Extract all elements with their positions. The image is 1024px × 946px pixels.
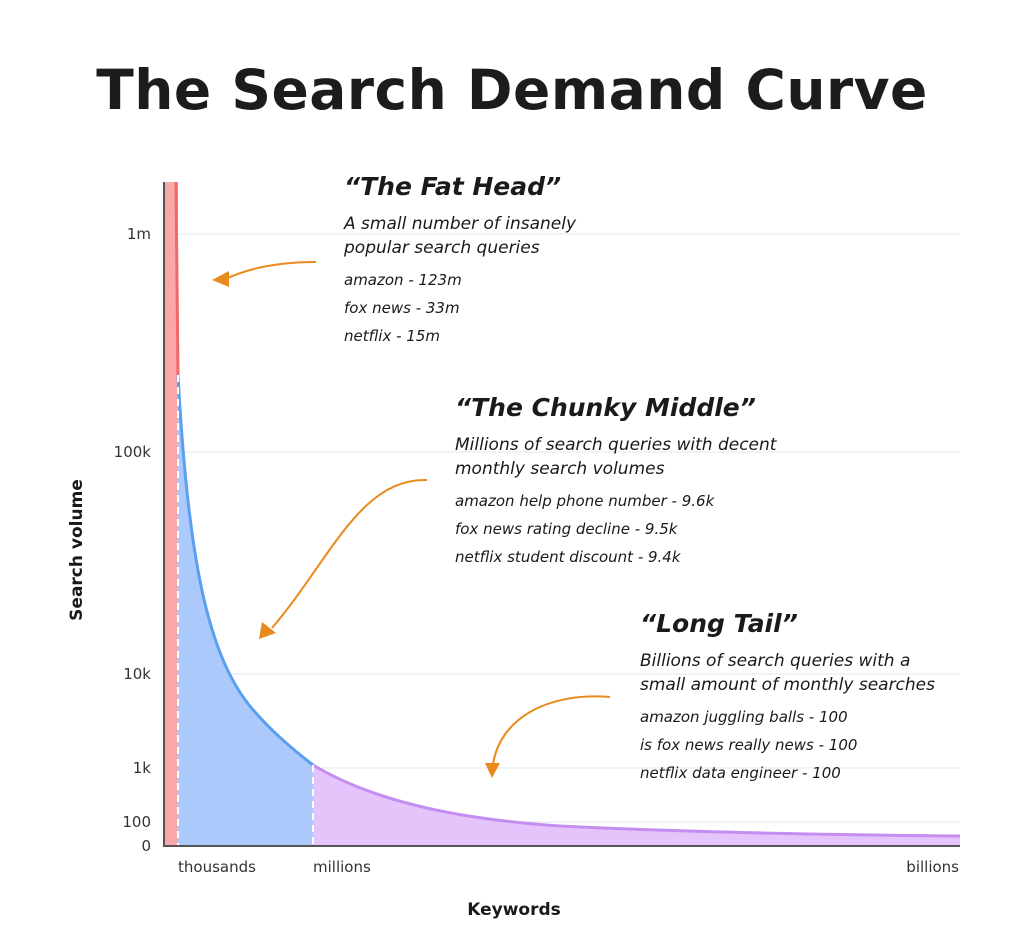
fat-head-area: [164, 182, 178, 846]
y-tick-label: 10k: [123, 665, 151, 683]
chunky-middle-line: [176, 374, 314, 767]
annotation-example: is fox news really news - 100: [640, 736, 858, 754]
arrow-head-fat-head: [212, 271, 229, 287]
x-tick-label: millions: [313, 858, 371, 876]
annotation-heading: “The Fat Head”: [344, 172, 562, 201]
arrow-long-tail: [492, 695, 611, 765]
y-tick-label: 100: [122, 813, 151, 831]
y-tick-label: 1m: [127, 225, 151, 243]
annotation-description: A small number of insanely popular searc…: [344, 214, 577, 258]
annotation-chunky-middle: “The Chunky Middle” Millions of search q…: [455, 393, 776, 571]
y-tick-label: 0: [141, 837, 151, 855]
arrow-heads: [212, 271, 500, 778]
x-tick-label: thousands: [178, 858, 256, 876]
annotation-description: Millions of search queries with decent m…: [455, 435, 777, 479]
annotation-example: fox news - 33m: [344, 299, 460, 317]
y-axis-title: Search volume: [67, 479, 87, 621]
long-tail-line: [312, 763, 961, 838]
y-tick-label: 1k: [133, 759, 152, 777]
arrow-chunky-middle: [271, 478, 428, 629]
annotation-example: amazon juggling balls - 100: [640, 708, 848, 726]
annotation-example: netflix data engineer - 100: [640, 764, 841, 782]
annotation-example: amazon - 123m: [344, 271, 462, 289]
x-tick-label: billions: [906, 858, 959, 876]
arrow-fat-head: [227, 261, 317, 279]
annotation-example: amazon help phone number - 9.6k: [455, 492, 715, 510]
long-tail-area: [313, 765, 960, 846]
annotation-fat-head: “The Fat Head” A small number of insanel…: [344, 172, 576, 350]
annotation-example: netflix - 15m: [344, 327, 440, 345]
annotation-description: Billions of search queries with a small …: [640, 651, 935, 695]
chunky-middle-area: [178, 375, 313, 846]
annotation-long-tail: “Long Tail” Billions of search queries w…: [640, 609, 935, 787]
annotation-arrows: [227, 261, 611, 765]
annotation-heading: “The Chunky Middle”: [455, 393, 756, 422]
fat-head-line: [174, 181, 180, 376]
x-axis-title: Keywords: [467, 900, 561, 920]
annotation-heading: “Long Tail”: [640, 609, 798, 638]
annotation-example: fox news rating decline - 9.5k: [455, 520, 678, 538]
annotation-example: netflix student discount - 9.4k: [455, 548, 681, 566]
chart-title: The Search Demand Curve: [96, 58, 928, 122]
y-tick-label: 100k: [114, 443, 152, 461]
arrow-head-long-tail: [485, 763, 500, 778]
arrow-head-chunky-middle: [259, 622, 276, 639]
